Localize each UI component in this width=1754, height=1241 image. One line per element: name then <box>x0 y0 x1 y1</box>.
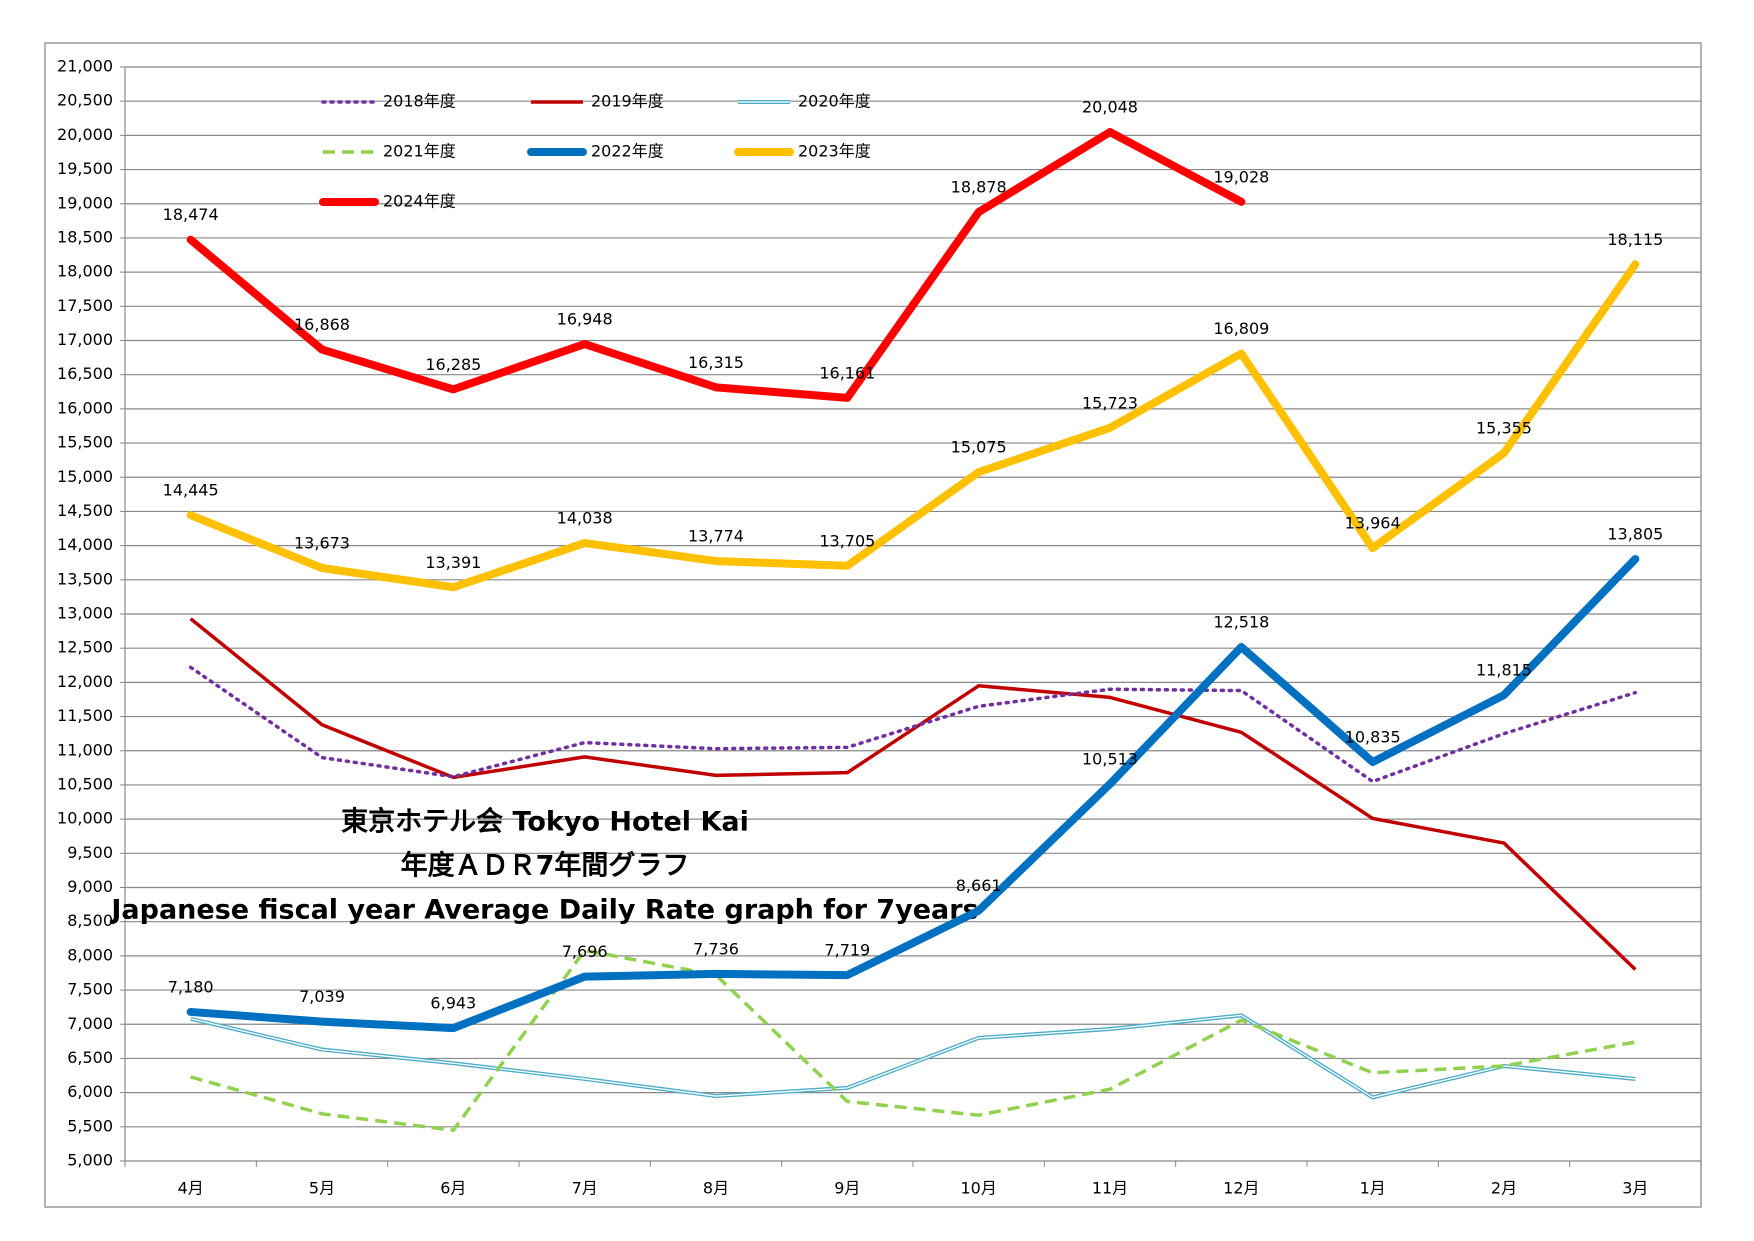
y-tick-label: 18,000 <box>57 262 113 281</box>
y-tick-label: 20,000 <box>57 125 113 144</box>
y-tick-label: 17,500 <box>57 296 113 315</box>
y-tick-label: 19,500 <box>57 159 113 178</box>
x-tick-label: 9月 <box>834 1179 860 1198</box>
data-label: 6,943 <box>430 994 476 1013</box>
data-label: 18,878 <box>951 178 1007 197</box>
data-label: 14,445 <box>163 481 219 500</box>
x-tick-label: 7月 <box>572 1179 598 1198</box>
data-label: 16,161 <box>819 363 875 382</box>
legend-label: 2018年度 <box>383 92 456 111</box>
data-label: 18,115 <box>1607 230 1663 249</box>
data-label: 7,039 <box>299 987 345 1006</box>
y-tick-label: 14,500 <box>57 501 113 520</box>
y-tick-label: 6,000 <box>67 1082 113 1101</box>
y-tick-label: 21,000 <box>57 57 113 76</box>
legend-label: 2024年度 <box>383 192 456 211</box>
data-line <box>186 260 1640 592</box>
y-tick-label: 9,500 <box>67 843 113 862</box>
chart-title: 年度ＡＤＲ7年間グラフ <box>401 850 690 882</box>
x-tick-label: 4月 <box>178 1179 204 1198</box>
data-label: 10,835 <box>1345 728 1401 747</box>
data-line-inner <box>190 1014 1636 1099</box>
chart-border <box>44 42 1702 1208</box>
y-tick-label: 6,500 <box>67 1048 113 1067</box>
y-tick-label: 11,500 <box>57 706 113 725</box>
y-tick-label: 16,000 <box>57 398 113 417</box>
data-label: 8,661 <box>956 876 1002 895</box>
legend-label: 2023年度 <box>798 142 871 161</box>
legend-label: 2021年度 <box>383 142 456 161</box>
y-tick-label: 9,000 <box>67 877 113 896</box>
data-label: 13,805 <box>1607 524 1663 543</box>
x-tick-label: 8月 <box>703 1179 729 1198</box>
data-label: 13,391 <box>425 553 481 572</box>
data-label: 7,736 <box>693 939 739 958</box>
x-tick-label: 5月 <box>309 1179 335 1198</box>
legend-label: 2019年度 <box>591 92 664 111</box>
x-tick-label: 3月 <box>1622 1179 1648 1198</box>
data-line <box>189 617 1637 971</box>
data-label: 11,815 <box>1476 661 1532 680</box>
x-tick-label: 10月 <box>960 1179 996 1198</box>
y-tick-label: 7,500 <box>67 980 113 999</box>
y-tick-label: 13,500 <box>57 569 113 588</box>
y-tick-label: 7,000 <box>67 1014 113 1033</box>
y-tick-label: 10,500 <box>57 774 113 793</box>
x-tick-label: 1月 <box>1360 1179 1386 1198</box>
y-tick-label: 20,500 <box>57 91 113 110</box>
legend-label: 2022年度 <box>591 142 664 161</box>
data-label: 7,719 <box>824 941 870 960</box>
y-tick-label: 13,000 <box>57 604 113 623</box>
y-tick-label: 15,000 <box>57 467 113 486</box>
data-label: 16,285 <box>425 355 481 374</box>
y-tick-label: 10,000 <box>57 809 113 828</box>
chart-title: 東京ホテル会 Tokyo Hotel Kai <box>341 806 749 838</box>
data-label: 14,038 <box>557 509 613 528</box>
y-tick-label: 11,000 <box>57 740 113 759</box>
data-label: 13,705 <box>819 531 875 550</box>
y-tick-label: 8,500 <box>67 911 113 930</box>
y-tick-label: 5,500 <box>67 1116 113 1135</box>
y-tick-label: 5,000 <box>67 1151 113 1170</box>
y-tick-label: 17,000 <box>57 330 113 349</box>
chart-title: Japanese fiscal year Average Daily Rate … <box>109 895 978 926</box>
x-tick-label: 6月 <box>440 1179 466 1198</box>
data-label: 13,673 <box>294 533 350 552</box>
y-tick-label: 15,500 <box>57 433 113 452</box>
y-tick-label: 18,500 <box>57 227 113 246</box>
data-label: 15,075 <box>951 438 1007 457</box>
data-label: 13,964 <box>1345 514 1401 533</box>
data-label: 16,809 <box>1213 319 1269 338</box>
data-line <box>186 554 1640 1033</box>
data-label: 18,474 <box>163 205 219 224</box>
x-tick-label: 2月 <box>1491 1179 1517 1198</box>
data-line <box>188 665 1638 784</box>
data-line <box>186 128 1246 402</box>
data-label: 15,355 <box>1476 418 1532 437</box>
y-tick-label: 19,000 <box>57 193 113 212</box>
x-tick-label: 11月 <box>1092 1179 1128 1198</box>
data-label: 19,028 <box>1213 167 1269 186</box>
y-tick-label: 12,500 <box>57 638 113 657</box>
data-label: 16,868 <box>294 315 350 334</box>
y-tick-label: 14,000 <box>57 535 113 554</box>
data-label: 20,048 <box>1082 98 1138 117</box>
y-tick-label: 12,000 <box>57 672 113 691</box>
data-label: 15,723 <box>1082 393 1138 412</box>
data-label: 13,774 <box>688 527 744 546</box>
y-tick-label: 8,000 <box>67 945 113 964</box>
data-label: 7,696 <box>562 942 608 961</box>
data-label: 10,513 <box>1082 750 1138 769</box>
legend-label: 2020年度 <box>798 92 871 111</box>
data-label: 16,948 <box>557 310 613 329</box>
data-label: 12,518 <box>1213 612 1269 631</box>
data-label: 7,180 <box>168 977 214 996</box>
x-tick-label: 12月 <box>1223 1179 1259 1198</box>
y-tick-label: 16,500 <box>57 364 113 383</box>
data-label: 16,315 <box>688 353 744 372</box>
